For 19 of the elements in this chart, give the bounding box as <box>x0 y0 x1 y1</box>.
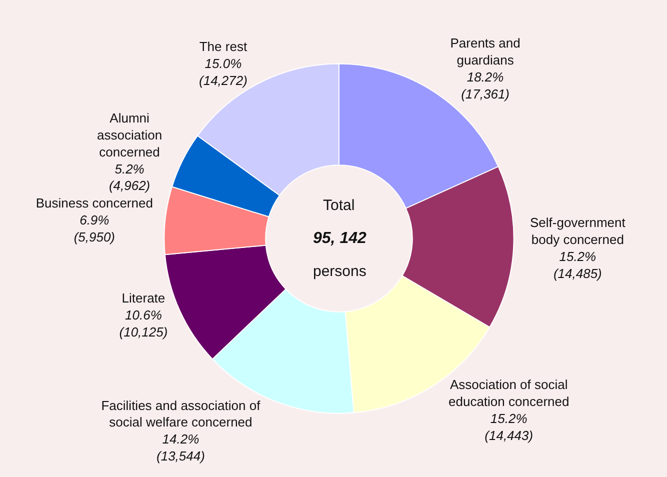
text: Total <box>323 197 355 214</box>
data-label: 14.2% (13,544) <box>156 432 205 464</box>
slice-label: Self-government body concerned <box>530 215 626 248</box>
slice-label: Association of social education concerned <box>448 377 570 410</box>
slice-label: Business concerned <box>36 196 153 211</box>
text: 95, 142 <box>313 230 366 247</box>
data-label: 15.2% (14,443) <box>484 410 534 443</box>
text: persons <box>313 263 366 280</box>
data-label: 18.2% (17,361) <box>461 69 510 102</box>
slice-label: Alumni association concerned <box>97 110 162 160</box>
data-label: 5.2% (4,962) <box>108 161 150 194</box>
data-label: 15.2% (14,485) <box>553 248 602 281</box>
slice-label: Facilities and association of social welfare concerned <box>101 398 261 430</box>
slice-label: Literate <box>122 290 166 306</box>
data-label: 6.9% (5,950) <box>74 212 116 244</box>
data-label: 10.6% (10,125) <box>119 308 168 340</box>
data-label: 15.0% (14,272) <box>199 56 248 88</box>
slice-label: The rest <box>199 38 248 54</box>
slice-label: Parents and guardians <box>450 36 520 68</box>
